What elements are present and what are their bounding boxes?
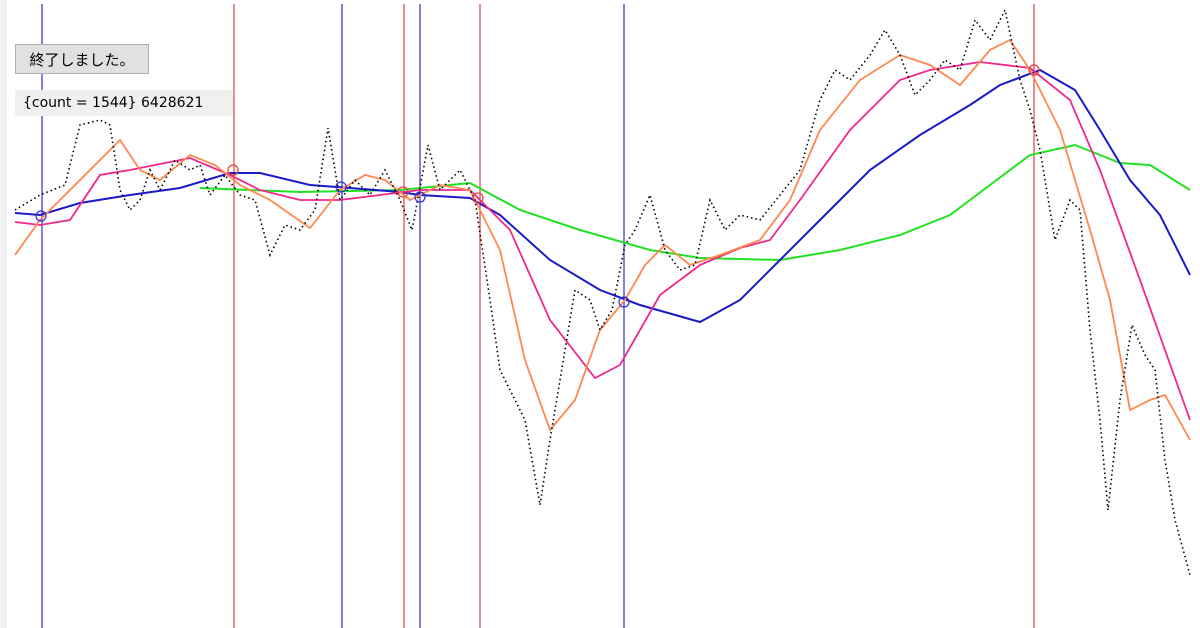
cross-marker (397, 186, 409, 198)
orange-average (14, 38, 1191, 441)
pink-average (14, 61, 1191, 421)
cross-marker (414, 191, 426, 203)
blue-average (14, 68, 1191, 324)
price-line (14, 7, 1191, 576)
finish-button[interactable]: 終了しました。 (15, 44, 149, 74)
status-label: {count = 1544} 6428621 (15, 90, 233, 116)
cross-marker (35, 210, 47, 222)
window-edge (0, 0, 7, 628)
signal-lines (41, 4, 1035, 628)
cross-marker (335, 181, 347, 193)
cross-marker (472, 192, 484, 204)
cross-markers (35, 64, 1040, 308)
cross-marker (618, 296, 630, 308)
green-average (199, 143, 1191, 262)
cross-marker (227, 164, 239, 176)
cross-marker (1028, 64, 1040, 76)
